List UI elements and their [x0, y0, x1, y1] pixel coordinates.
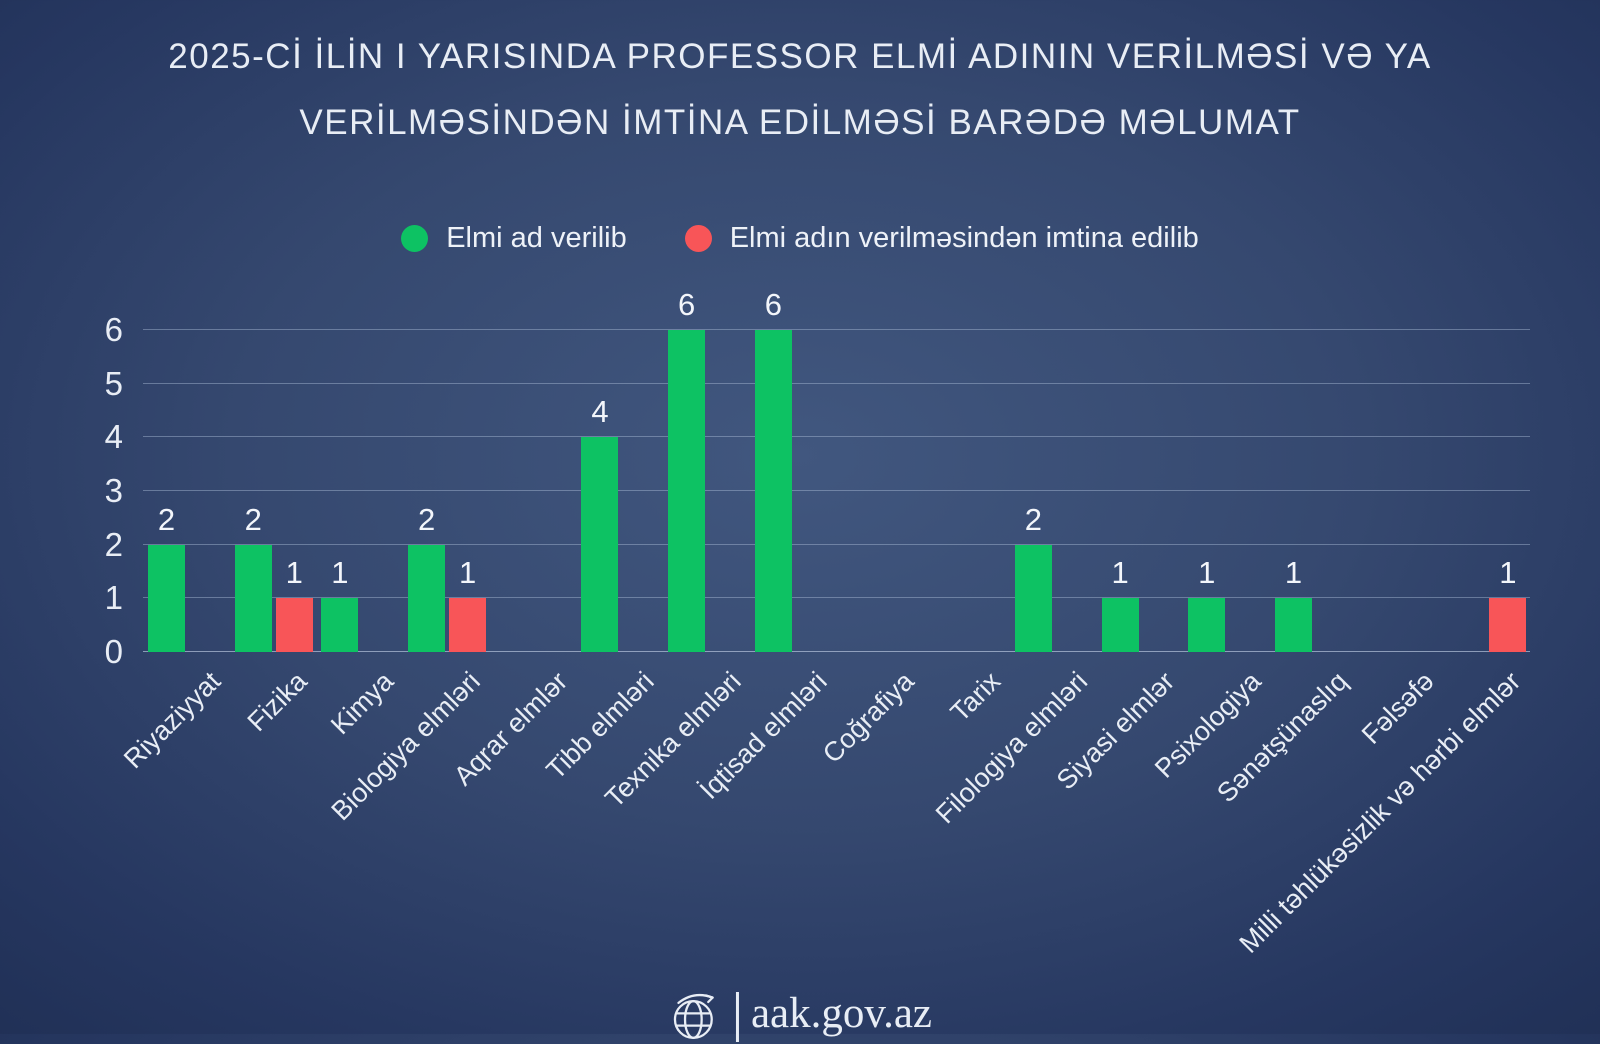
legend-item-granted: Elmi ad verilib — [401, 222, 627, 255]
bar-refused — [449, 598, 487, 652]
page-title: 2025-Cİ İLİN I YARISINDA PROFESSOR ELMİ … — [0, 24, 1600, 156]
bar-granted — [1274, 598, 1312, 652]
globe-icon — [673, 993, 714, 1040]
gridline-y2 — [143, 543, 1530, 545]
gridline-y6 — [143, 328, 1530, 330]
bar-value-label: 6 — [678, 286, 696, 322]
gridline-y0 — [143, 651, 1530, 652]
bar-value-label: 1 — [1499, 555, 1517, 591]
bar-granted — [1014, 544, 1052, 652]
gridline-y4 — [143, 436, 1530, 438]
x-tick-label: Tarix — [944, 666, 1007, 728]
bar-granted — [234, 544, 272, 652]
bar-value-label: 2 — [157, 501, 176, 537]
bar-value-label: 1 — [285, 555, 303, 591]
page-title-line2: VERİLMƏSİNDƏN İMTİNA EDİLMƏSİ BARƏDƏ MƏL… — [299, 103, 1301, 142]
y-tick-label: 2 — [104, 525, 123, 563]
y-tick-label: 3 — [104, 472, 123, 509]
bar-granted — [581, 437, 619, 652]
gridline-y1 — [143, 597, 1530, 599]
red-dot-icon — [684, 225, 712, 252]
y-tick-label: 6 — [104, 310, 123, 348]
x-tick-label: Fəlsəfə — [1356, 666, 1440, 750]
legend-label-refused: Elmi adın verilməsindən imtina edilib — [729, 222, 1199, 254]
chart-legend: Elmi ad verilib Elmi adın verilməsindən … — [0, 222, 1600, 255]
x-tick-label: Kimya — [325, 666, 400, 741]
x-tick-label: Coğrafiya — [816, 666, 920, 769]
bar-refused — [275, 598, 313, 652]
bar-value-label: 2 — [417, 501, 436, 537]
y-tick-label: 0 — [104, 633, 123, 670]
bar-granted — [1188, 598, 1226, 652]
gridline-y5 — [143, 382, 1530, 384]
bar-granted — [754, 329, 792, 652]
x-tick-label: Filologiya elmləri — [929, 666, 1094, 830]
bar-refused — [1489, 598, 1527, 652]
y-tick-label: 4 — [104, 418, 123, 456]
page-title-line1: 2025-Cİ İLİN I YARISINDA PROFESSOR ELMİ … — [168, 37, 1432, 76]
x-tick-label: Riyaziyyat — [118, 666, 227, 775]
green-dot-icon — [401, 225, 429, 252]
y-tick-label: 1 — [104, 579, 123, 617]
bar-value-label: 2 — [1024, 501, 1042, 537]
footer-branding: aak.gov.az — [668, 988, 932, 1044]
legend-item-refused: Elmi adın verilməsindən imtina edilib — [684, 222, 1199, 255]
bar-value-label: 1 — [1111, 555, 1129, 591]
bar-value-label: 1 — [1284, 555, 1303, 591]
bar-granted — [668, 329, 706, 652]
footer-divider — [735, 992, 739, 1042]
bar-value-label: 2 — [244, 501, 262, 537]
bar-value-label: 6 — [764, 286, 782, 322]
bar-value-label: 4 — [591, 394, 609, 430]
bar-value-label: 1 — [331, 555, 349, 591]
bar-granted — [408, 544, 446, 652]
x-tick-label: Fizika — [241, 666, 313, 738]
bar-granted — [1101, 598, 1139, 652]
legend-label-granted: Elmi ad verilib — [446, 222, 627, 254]
footer-site-text: aak.gov.az — [750, 990, 933, 1037]
bar-granted — [321, 598, 359, 652]
gridline-y3 — [143, 490, 1530, 491]
bar-value-label: 1 — [458, 555, 477, 591]
x-tick-label: Biologiya elmləri — [326, 666, 487, 827]
y-tick-label: 5 — [104, 364, 123, 402]
bar-value-label: 1 — [1198, 555, 1216, 591]
bar-granted — [148, 544, 185, 652]
